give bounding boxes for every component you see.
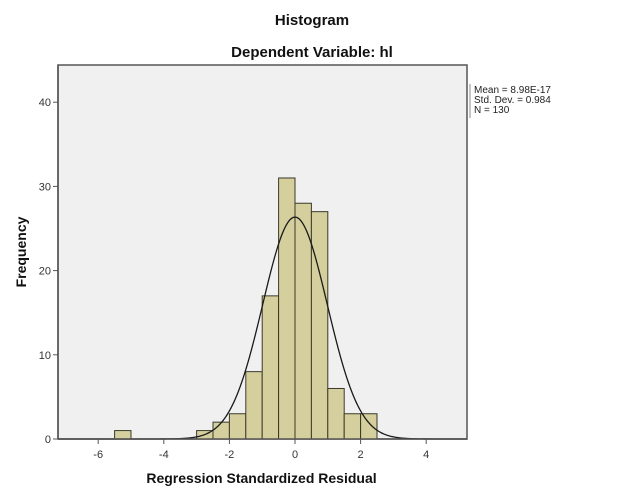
y-tick-label: 20 xyxy=(39,266,51,278)
histogram-bar xyxy=(327,387,345,440)
y-tick-label: 10 xyxy=(39,350,51,362)
stats-std-dev: Std. Dev. = 0.984 xyxy=(474,95,551,106)
histogram-bar xyxy=(343,413,362,440)
x-tick-label: 4 xyxy=(423,449,429,461)
histogram-bar xyxy=(261,295,280,440)
y-tick-label: 0 xyxy=(45,434,51,446)
y-axis-label: Frequency xyxy=(13,216,29,287)
histogram-bar xyxy=(114,430,132,440)
stats-mean: Mean = 8.98E-17 xyxy=(474,85,551,96)
histogram-bar xyxy=(360,413,378,440)
stats-legend: Mean = 8.98E-17 Std. Dev. = 0.984 N = 13… xyxy=(474,86,551,116)
y-tick-label: 30 xyxy=(39,181,51,193)
x-tick-label: 0 xyxy=(292,449,298,461)
histogram-bar xyxy=(245,371,263,440)
x-tick-label: 2 xyxy=(358,449,364,461)
x-tick-label: -6 xyxy=(93,449,103,461)
histogram-bar xyxy=(310,211,329,440)
x-tick-label: -4 xyxy=(159,449,169,461)
stats-n: N = 130 xyxy=(474,105,510,116)
histogram-bar xyxy=(212,421,230,440)
chart-title: Histogram xyxy=(274,12,350,29)
y-tick-label: 40 xyxy=(39,97,51,109)
chart-subtitle: Dependent Variable: hl xyxy=(231,44,393,61)
histogram-bar xyxy=(228,413,247,440)
x-axis-label: Regression Standardized Residual xyxy=(146,470,376,486)
x-tick-label: -2 xyxy=(225,449,235,461)
